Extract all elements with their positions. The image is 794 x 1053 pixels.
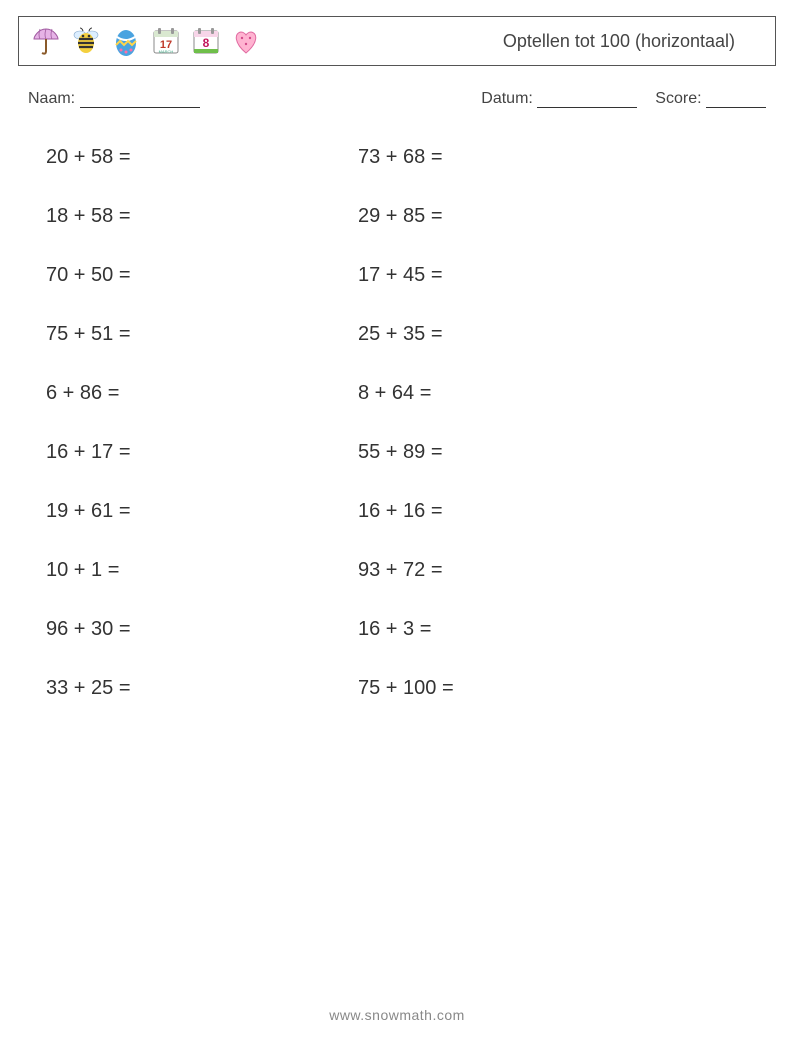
problem-cell: 93 + 72 = bbox=[358, 559, 670, 582]
name-blank bbox=[80, 92, 200, 108]
problem-cell: 10 + 1 = bbox=[46, 559, 358, 582]
problem-cell: 73 + 68 = bbox=[358, 146, 670, 169]
score-label: Score: bbox=[655, 90, 701, 107]
svg-text:MARCH: MARCH bbox=[159, 49, 174, 54]
name-field: Naam: bbox=[28, 90, 481, 108]
problem-cell: 70 + 50 = bbox=[46, 264, 358, 287]
problem-cell: 16 + 17 = bbox=[46, 441, 358, 464]
meta-row: Naam: Datum: Score: bbox=[18, 90, 776, 108]
easter-egg-icon bbox=[109, 24, 143, 58]
problem-cell: 16 + 3 = bbox=[358, 618, 670, 641]
footer-url: www.snowmath.com bbox=[0, 1007, 794, 1023]
calendar-8-icon: 8 bbox=[189, 24, 223, 58]
problem-cell: 55 + 89 = bbox=[358, 441, 670, 464]
worksheet-header: 17 MARCH 8 Optellen tot 100 (horizonta bbox=[18, 16, 776, 66]
problem-cell: 75 + 51 = bbox=[46, 323, 358, 346]
header-icons: 17 MARCH 8 bbox=[29, 24, 263, 58]
worksheet-title: Optellen tot 100 (horizontaal) bbox=[503, 31, 735, 52]
problem-cell: 33 + 25 = bbox=[46, 677, 358, 700]
problem-cell: 18 + 58 = bbox=[46, 205, 358, 228]
calendar-17-icon: 17 MARCH bbox=[149, 24, 183, 58]
problem-cell: 17 + 45 = bbox=[358, 264, 670, 287]
date-blank bbox=[537, 92, 637, 108]
score-blank bbox=[706, 92, 766, 108]
heart-icon bbox=[229, 24, 263, 58]
problem-cell: 16 + 16 = bbox=[358, 500, 670, 523]
score-field: Score: bbox=[655, 90, 766, 108]
name-label: Naam: bbox=[28, 90, 75, 107]
problems-grid: 20 + 58 = 73 + 68 = 18 + 58 = 29 + 85 = … bbox=[18, 146, 776, 700]
problem-cell: 75 + 100 = bbox=[358, 677, 670, 700]
problem-cell: 6 + 86 = bbox=[46, 382, 358, 405]
problem-cell: 29 + 85 = bbox=[358, 205, 670, 228]
problem-cell: 20 + 58 = bbox=[46, 146, 358, 169]
problem-cell: 8 + 64 = bbox=[358, 382, 670, 405]
problem-cell: 96 + 30 = bbox=[46, 618, 358, 641]
bee-icon bbox=[69, 24, 103, 58]
umbrella-icon bbox=[29, 24, 63, 58]
date-label: Datum: bbox=[481, 90, 533, 107]
problem-cell: 19 + 61 = bbox=[46, 500, 358, 523]
problem-cell: 25 + 35 = bbox=[358, 323, 670, 346]
svg-text:8: 8 bbox=[203, 36, 210, 50]
date-field: Datum: bbox=[481, 90, 637, 108]
